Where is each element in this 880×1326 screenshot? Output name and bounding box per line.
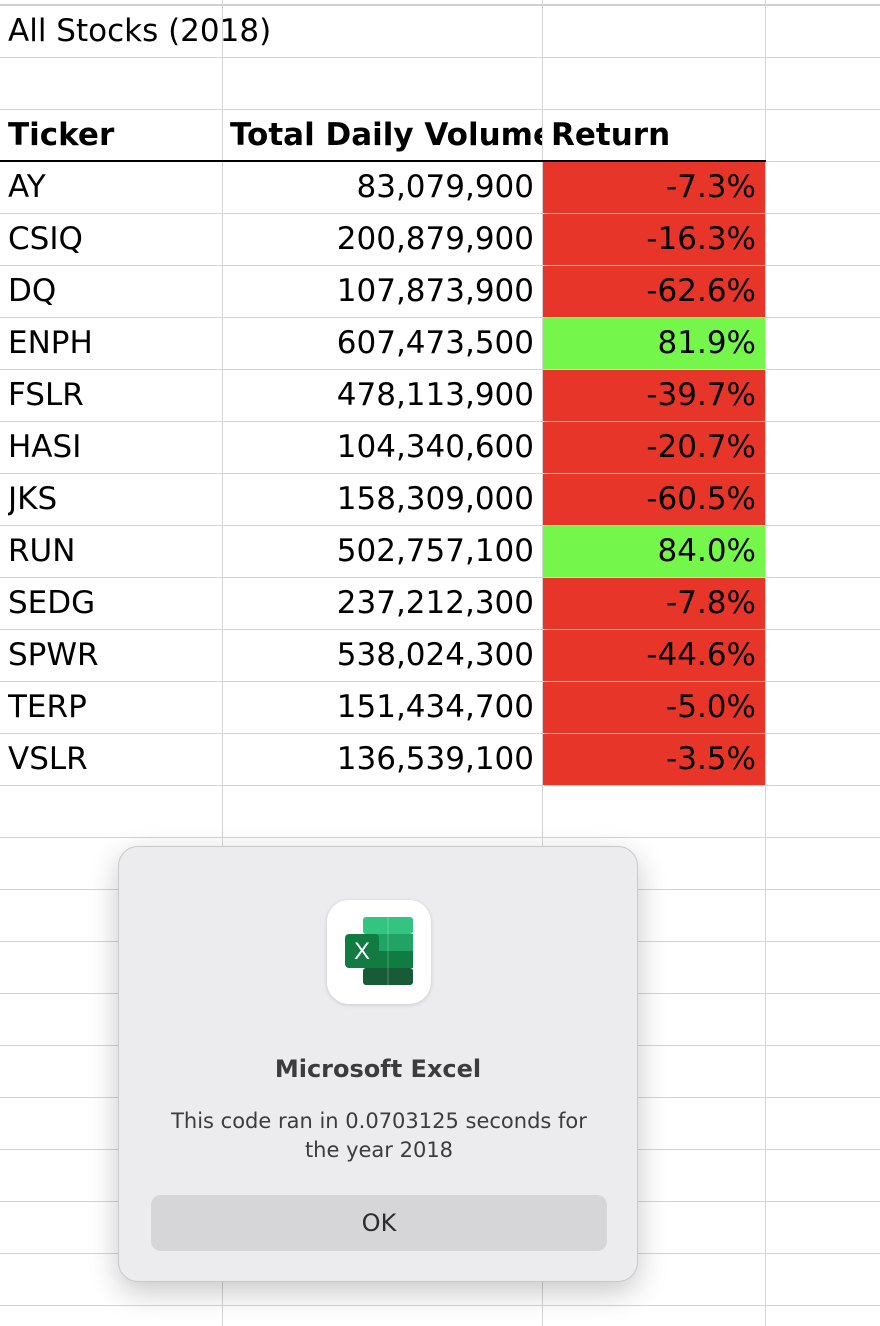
volume-cell[interactable]: 104,340,600 xyxy=(336,429,534,465)
row-gridline xyxy=(0,369,880,370)
volume-cell[interactable]: 502,757,100 xyxy=(336,533,534,569)
return-cell[interactable]: -7.3% xyxy=(543,162,765,213)
ticker-cell[interactable]: AY xyxy=(8,169,46,205)
ticker-cell[interactable]: DQ xyxy=(8,273,57,309)
row-gridline xyxy=(0,785,880,786)
ticker-cell[interactable]: ENPH xyxy=(8,325,93,361)
ticker-cell[interactable]: TERP xyxy=(8,689,87,725)
svg-text:X: X xyxy=(354,938,370,965)
header-total-daily-volume[interactable]: Total Daily Volume xyxy=(230,117,542,153)
ticker-cell[interactable]: SPWR xyxy=(8,637,99,673)
volume-cell[interactable]: 538,024,300 xyxy=(336,637,534,673)
ticker-cell[interactable]: SEDG xyxy=(8,585,96,621)
ticker-cell[interactable]: VSLR xyxy=(8,741,88,777)
volume-cell[interactable]: 237,212,300 xyxy=(336,585,534,621)
ticker-cell[interactable]: JKS xyxy=(8,481,58,517)
ok-button[interactable]: OK xyxy=(151,1195,607,1251)
row-gridline xyxy=(0,577,880,578)
return-cell[interactable]: 81.9% xyxy=(543,318,765,369)
return-cell[interactable]: -20.7% xyxy=(543,422,765,473)
row-gridline xyxy=(0,213,880,214)
column-gridline xyxy=(542,0,543,1326)
header-ticker[interactable]: Ticker xyxy=(8,117,115,153)
alert-dialog: X Microsoft Excel This code ran in 0.070… xyxy=(118,846,638,1282)
ticker-cell[interactable]: HASI xyxy=(8,429,82,465)
row-gridline xyxy=(0,57,880,58)
sheet-title[interactable]: All Stocks (2018) xyxy=(8,13,272,49)
ticker-cell[interactable]: FSLR xyxy=(8,377,84,413)
return-cell[interactable]: -60.5% xyxy=(543,474,765,525)
volume-cell[interactable]: 607,473,500 xyxy=(336,325,534,361)
row-gridline xyxy=(0,733,880,734)
volume-cell[interactable]: 158,309,000 xyxy=(336,481,534,517)
dialog-title: Microsoft Excel xyxy=(274,1055,482,1083)
header-return[interactable]: Return xyxy=(551,117,671,153)
return-cell[interactable]: -7.8% xyxy=(543,578,765,629)
column-gridline xyxy=(222,0,223,1326)
return-cell[interactable]: -5.0% xyxy=(543,682,765,733)
volume-cell[interactable]: 107,873,900 xyxy=(336,273,534,309)
ticker-cell[interactable]: CSIQ xyxy=(8,221,83,257)
return-cell[interactable]: 84.0% xyxy=(543,526,765,577)
row-gridline xyxy=(0,1305,880,1306)
volume-cell[interactable]: 200,879,900 xyxy=(336,221,534,257)
ticker-cell[interactable]: RUN xyxy=(8,533,76,569)
volume-cell[interactable]: 151,434,700 xyxy=(336,689,534,725)
row-gridline xyxy=(0,317,880,318)
row-gridline xyxy=(0,837,880,838)
row-gridline xyxy=(0,629,880,630)
volume-cell[interactable]: 478,113,900 xyxy=(336,377,534,413)
volume-cell[interactable]: 136,539,100 xyxy=(336,741,534,777)
return-cell[interactable]: -39.7% xyxy=(543,370,765,421)
top-border xyxy=(0,4,880,6)
return-cell[interactable]: -44.6% xyxy=(543,630,765,681)
row-gridline xyxy=(0,681,880,682)
return-cell[interactable]: -16.3% xyxy=(543,214,765,265)
header-underline xyxy=(0,160,766,162)
dialog-message: This code ran in 0.0703125 seconds for t… xyxy=(171,1109,587,1162)
volume-cell[interactable]: 83,079,900 xyxy=(356,169,535,205)
row-gridline xyxy=(0,525,880,526)
column-gridline xyxy=(765,0,766,1326)
row-gridline xyxy=(0,109,880,110)
microsoft-excel-icon: X xyxy=(327,900,431,1004)
return-cell[interactable]: -62.6% xyxy=(543,266,765,317)
return-cell[interactable]: -3.5% xyxy=(543,734,765,785)
row-gridline xyxy=(0,473,880,474)
row-gridline xyxy=(0,265,880,266)
row-gridline xyxy=(0,421,880,422)
